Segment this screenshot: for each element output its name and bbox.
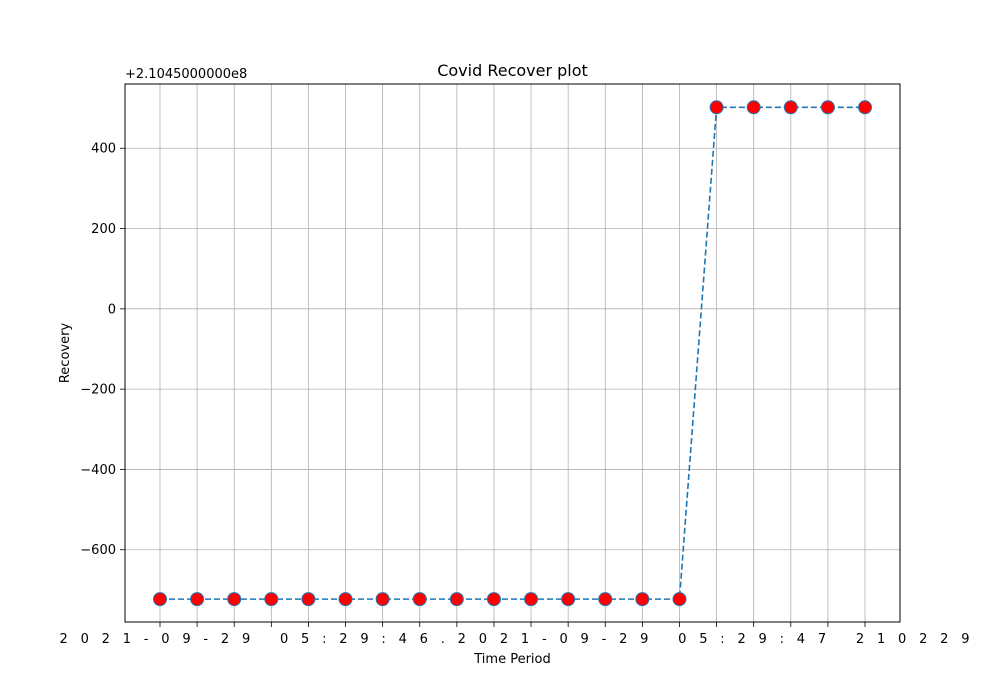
y-axis-title: Recovery bbox=[58, 323, 73, 384]
data-point bbox=[709, 100, 724, 115]
data-point bbox=[820, 100, 835, 115]
y-tick-label: 0 bbox=[108, 302, 116, 317]
data-point bbox=[449, 592, 464, 607]
data-point bbox=[746, 100, 761, 115]
data-point bbox=[598, 592, 613, 607]
data-point bbox=[375, 592, 390, 607]
data-point bbox=[338, 592, 353, 607]
y-tick-label: −600 bbox=[80, 543, 116, 558]
data-point bbox=[858, 100, 872, 115]
data-point bbox=[264, 592, 279, 607]
chart-title: Covid Recover plot bbox=[437, 61, 588, 80]
y-axis-offset-label: +2.1045000000e8 bbox=[125, 67, 247, 82]
data-point bbox=[190, 592, 205, 607]
data-point bbox=[783, 100, 798, 115]
y-tick-label: −200 bbox=[80, 383, 116, 398]
data-point bbox=[672, 592, 687, 607]
y-tick-label: −400 bbox=[80, 463, 116, 478]
y-tick-label: 400 bbox=[91, 142, 116, 157]
data-point bbox=[412, 592, 427, 607]
data-point bbox=[227, 592, 242, 607]
data-point bbox=[524, 592, 539, 607]
x-axis bbox=[159, 622, 866, 627]
x-axis-title: Time Period bbox=[473, 652, 550, 667]
grid bbox=[125, 84, 900, 622]
data-point bbox=[561, 592, 576, 607]
data-point bbox=[486, 592, 501, 607]
y-axis: −600 −400 −200 0 200 400 bbox=[80, 142, 125, 558]
data-point bbox=[635, 592, 650, 607]
data-point bbox=[153, 592, 167, 607]
y-tick-label: 200 bbox=[91, 222, 116, 237]
series bbox=[153, 100, 872, 607]
plot-area-frame bbox=[124, 83, 901, 623]
data-point bbox=[301, 592, 316, 607]
